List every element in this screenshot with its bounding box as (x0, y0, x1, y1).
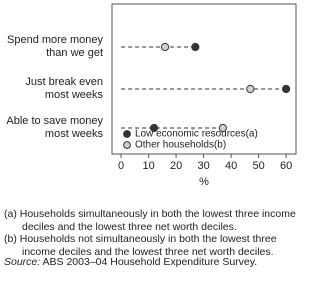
dot (281, 84, 291, 94)
legend-marker (123, 130, 131, 138)
x-tick-label: 60 (280, 160, 292, 172)
footnote: (a) Households simultaneously in both th… (4, 208, 296, 233)
chart: % 0 10 20 30 40 50 60 Low economic resources(a)… (111, 3, 297, 188)
category-label: Spend more money than we get (7, 34, 103, 59)
x-tick-label: 50 (252, 160, 264, 172)
dot (149, 123, 159, 133)
legend-label: Other households(b) (135, 140, 226, 151)
legend-label: Low economic resources(a) (135, 129, 258, 140)
source-label: Source: (4, 256, 41, 268)
dot (191, 42, 200, 52)
x-tick-label: 10 (142, 160, 154, 172)
x-tick-label: 0 (118, 160, 124, 172)
source: Source: ABS 2003–04 Household Expenditur… (4, 256, 257, 268)
legend-marker (123, 141, 131, 149)
x-tick-label: 30 (197, 160, 209, 172)
dot (160, 42, 170, 52)
dot (246, 84, 255, 94)
page: % 0 10 20 30 40 50 60 Low economic resources(a)… (4, 3, 297, 268)
category-label: Able to save money most weeks (6, 115, 103, 140)
source-text: ABS 2003–04 Household Expenditure Survey… (42, 256, 258, 268)
footnote: (b) Households not simultaneously in bot… (4, 233, 277, 258)
dot (218, 123, 227, 133)
x-tick-label: 20 (170, 160, 182, 172)
x-axis-label: % (199, 176, 209, 188)
category-label: Just break even most weeks (25, 76, 103, 101)
x-tick-label: 40 (225, 160, 237, 172)
